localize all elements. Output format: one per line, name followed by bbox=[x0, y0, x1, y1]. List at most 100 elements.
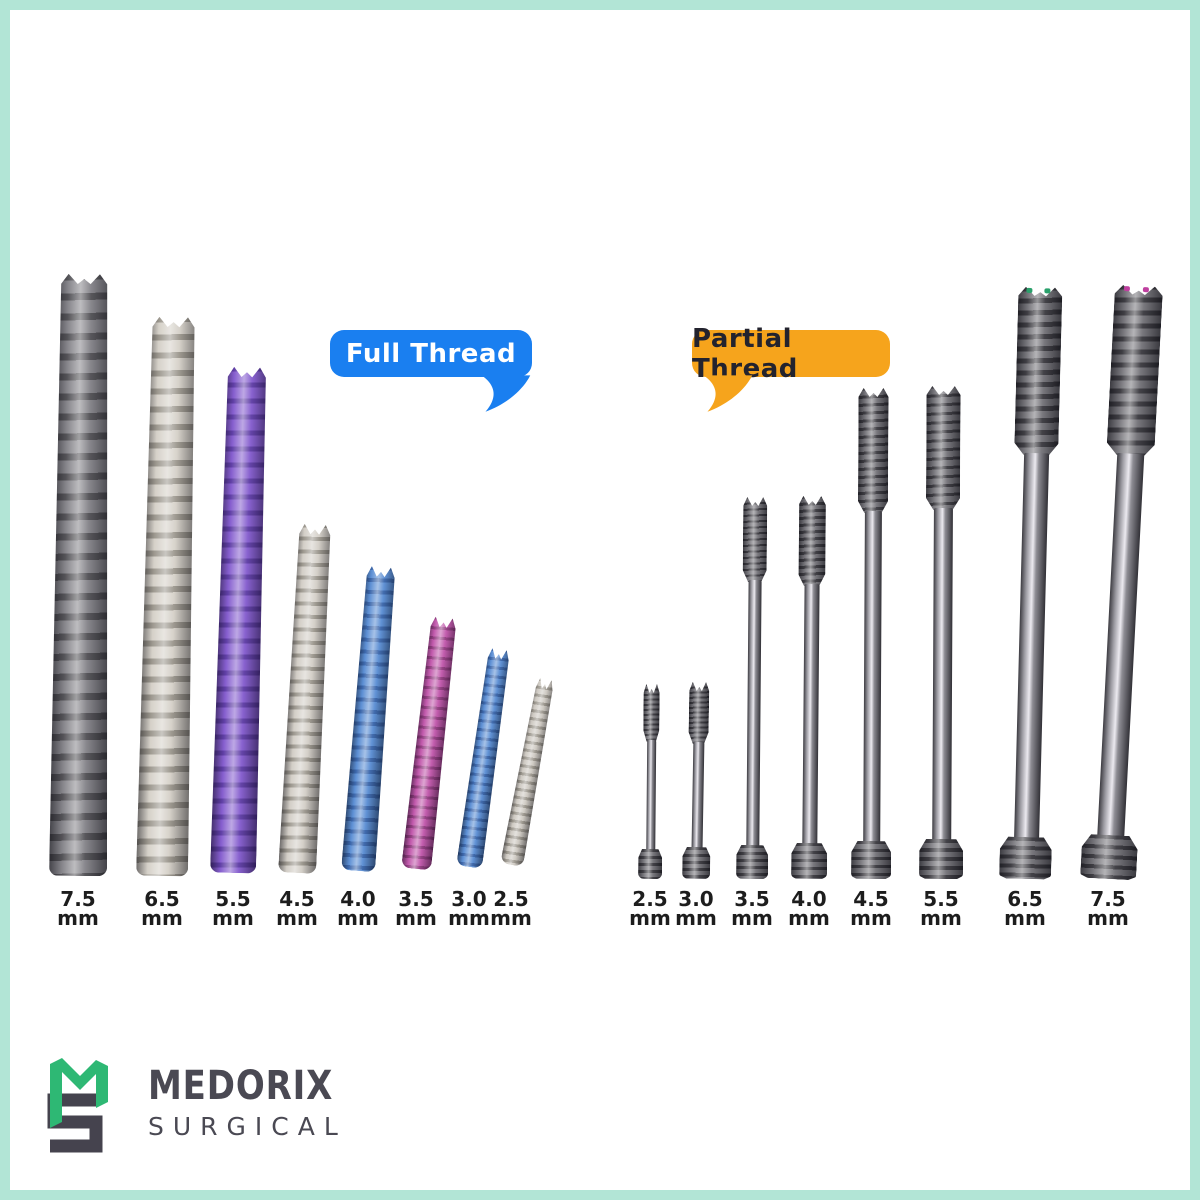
screw-full-2.5mm bbox=[500, 677, 557, 867]
logo-mark-m-shape bbox=[50, 1058, 108, 1128]
logo-title: MEDORIX bbox=[148, 1063, 334, 1109]
size-value: 5.5 bbox=[215, 887, 251, 911]
screw-partial-4.5mm bbox=[851, 388, 894, 879]
screw-head bbox=[919, 839, 963, 879]
screw-partial-2.5mm bbox=[638, 684, 664, 879]
size-label-2.5mm: 2.5 mm bbox=[479, 887, 543, 930]
screw-full-5.5mm bbox=[210, 367, 270, 874]
screw-shank bbox=[801, 583, 820, 846]
screw-head bbox=[851, 841, 891, 879]
size-unit: mm bbox=[490, 906, 532, 930]
screw-head bbox=[638, 849, 662, 879]
size-unit: mm bbox=[57, 906, 99, 930]
partial-thread-bubble-tail-icon bbox=[703, 375, 753, 412]
screw-shank bbox=[691, 741, 704, 850]
screw-partial-3.0mm bbox=[682, 682, 713, 879]
size-value: 2.5 bbox=[493, 887, 529, 911]
size-unit: mm bbox=[337, 906, 379, 930]
size-unit: mm bbox=[788, 906, 830, 930]
screw-tip-marker-dot bbox=[1026, 287, 1033, 293]
screw-partial-7.5mm bbox=[1080, 284, 1167, 880]
size-value: 6.5 bbox=[1007, 887, 1043, 911]
screw-partial-4.0mm bbox=[791, 496, 830, 879]
size-label-5.5mm: 5.5 mm bbox=[909, 887, 973, 930]
full-thread-bubble-tail-icon bbox=[481, 375, 531, 412]
screw-thread-tip bbox=[798, 496, 826, 586]
size-label-4.5mm: 4.5 mm bbox=[265, 889, 329, 930]
size-label-7.5mm: 7.5 mm bbox=[46, 887, 110, 930]
screw-tip-marker-dot bbox=[1142, 287, 1149, 293]
size-unit: mm bbox=[141, 906, 183, 930]
size-unit: mm bbox=[731, 906, 773, 930]
size-label-5.5mm: 5.5 mm bbox=[201, 887, 265, 930]
screw-head bbox=[1080, 834, 1138, 881]
size-value: 4.5 bbox=[853, 887, 889, 911]
screw-full-6.5mm bbox=[136, 317, 200, 877]
screw-thread-tip bbox=[1014, 287, 1062, 456]
logo-subtitle: SURGICAL bbox=[148, 1112, 347, 1141]
screw-shank bbox=[645, 739, 656, 852]
size-value: 3.5 bbox=[398, 887, 434, 911]
size-label-3.5mm: 3.5 mm bbox=[720, 887, 784, 930]
screw-head bbox=[736, 845, 768, 879]
size-label-6.5mm: 6.5 mm bbox=[130, 887, 194, 930]
screw-head bbox=[682, 847, 711, 879]
size-value: 7.5 bbox=[1090, 887, 1126, 911]
size-value: 6.5 bbox=[144, 887, 180, 911]
medorix-logo-mark-icon bbox=[47, 1058, 108, 1153]
full-thread-bubble: Full Thread bbox=[330, 330, 532, 377]
screw-thread-tip bbox=[858, 388, 889, 513]
size-label-3.0mm: 3.0 mm bbox=[664, 887, 728, 930]
logo-text: MEDORIX SURGICAL bbox=[148, 1056, 366, 1140]
medorix-logo: MEDORIX SURGICAL bbox=[36, 1056, 366, 1160]
screw-shank bbox=[931, 507, 953, 842]
screw-thread-tip bbox=[688, 682, 709, 744]
size-label-4.5mm: 4.5 mm bbox=[839, 887, 903, 930]
size-value: 3.5 bbox=[734, 887, 770, 911]
screw-full-3.5mm bbox=[401, 616, 459, 871]
size-value: 2.5 bbox=[632, 887, 668, 911]
screw-thread-tip bbox=[926, 386, 961, 510]
size-label-7.5mm: 7.5 mm bbox=[1076, 887, 1140, 930]
screw-tip-marker-dot bbox=[1043, 288, 1050, 294]
size-value: 4.0 bbox=[340, 887, 376, 911]
size-unit: mm bbox=[276, 906, 318, 930]
size-unit: mm bbox=[1087, 906, 1129, 930]
screw-thread-tip bbox=[1106, 285, 1163, 457]
size-value: 7.5 bbox=[60, 887, 96, 911]
size-unit: mm bbox=[212, 906, 254, 930]
size-label-2.5mm: 2.5 mm bbox=[618, 887, 682, 930]
screw-head bbox=[999, 836, 1052, 879]
size-value: 3.0 bbox=[451, 887, 487, 911]
size-unit: mm bbox=[448, 906, 490, 930]
size-unit: mm bbox=[675, 906, 717, 930]
full-thread-callout: Full Thread bbox=[330, 330, 532, 412]
size-label-3.0mm: 3.0 mm bbox=[437, 887, 501, 930]
size-unit: mm bbox=[629, 906, 671, 930]
full-thread-label: Full Thread bbox=[345, 338, 517, 369]
screw-shank bbox=[1096, 452, 1144, 838]
screw-tip-marker-dot bbox=[1123, 286, 1130, 292]
size-unit: mm bbox=[1004, 906, 1046, 930]
size-label-6.5mm: 6.5 mm bbox=[993, 887, 1057, 930]
screw-full-7.5mm bbox=[49, 274, 113, 877]
screw-thread-tip bbox=[643, 684, 660, 742]
screw-head bbox=[791, 843, 827, 879]
size-value: 3.0 bbox=[678, 887, 714, 911]
size-value: 5.5 bbox=[923, 887, 959, 911]
size-unit: mm bbox=[850, 906, 892, 930]
screw-full-4.0mm bbox=[341, 566, 398, 873]
screw-partial-6.5mm bbox=[999, 287, 1066, 880]
screw-shank bbox=[862, 510, 882, 844]
size-unit: mm bbox=[920, 906, 962, 930]
screw-thread-tip bbox=[743, 497, 768, 582]
screw-full-4.5mm bbox=[278, 523, 334, 874]
partial-thread-bubble: Partial Thread bbox=[692, 324, 890, 384]
size-label-4.0mm: 4.0 mm bbox=[326, 887, 390, 930]
size-label-4.0mm: 4.0 mm bbox=[777, 889, 841, 930]
screw-shank bbox=[745, 579, 762, 848]
partial-thread-callout: Partial Thread bbox=[692, 324, 890, 412]
screw-full-3.0mm bbox=[456, 647, 512, 868]
screw-partial-5.5mm bbox=[919, 386, 966, 879]
